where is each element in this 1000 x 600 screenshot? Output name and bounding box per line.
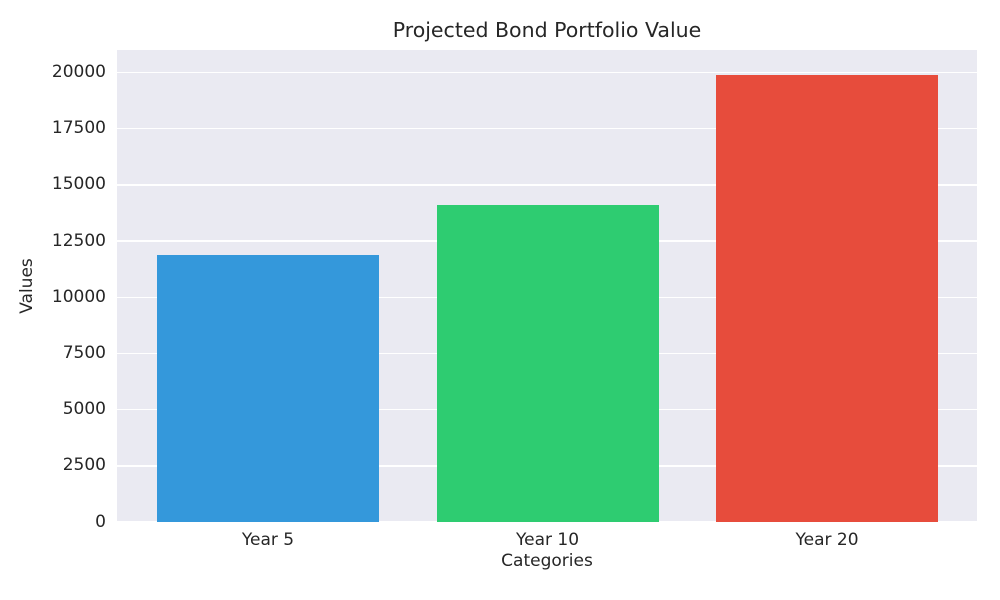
y-tick-label: 7500 (62, 342, 106, 363)
y-tick-label: 17500 (51, 118, 106, 139)
y-axis-label: Values (17, 258, 37, 314)
gridline (117, 521, 977, 523)
bar (436, 205, 659, 522)
y-tick-label: 15000 (51, 174, 106, 195)
y-tick-label: 12500 (51, 230, 106, 251)
x-tick-label: Year 5 (241, 530, 295, 550)
bar (157, 254, 379, 522)
x-axis-label: Categories (501, 551, 593, 571)
bar (716, 74, 938, 522)
y-tick-label: 5000 (62, 399, 106, 420)
plot-area (117, 50, 977, 523)
y-tick-label: 0 (95, 511, 106, 532)
y-tick-label: 2500 (62, 455, 106, 476)
y-tick-label: 10000 (51, 286, 106, 307)
x-tick-label: Year 20 (795, 530, 859, 550)
gridline (117, 71, 977, 74)
gridline (117, 127, 977, 130)
gridline (117, 184, 977, 186)
chart-title: Projected Bond Portfolio Value (392, 18, 702, 42)
x-tick-label: Year 10 (515, 530, 580, 550)
y-tick-label: 20000 (51, 61, 106, 82)
